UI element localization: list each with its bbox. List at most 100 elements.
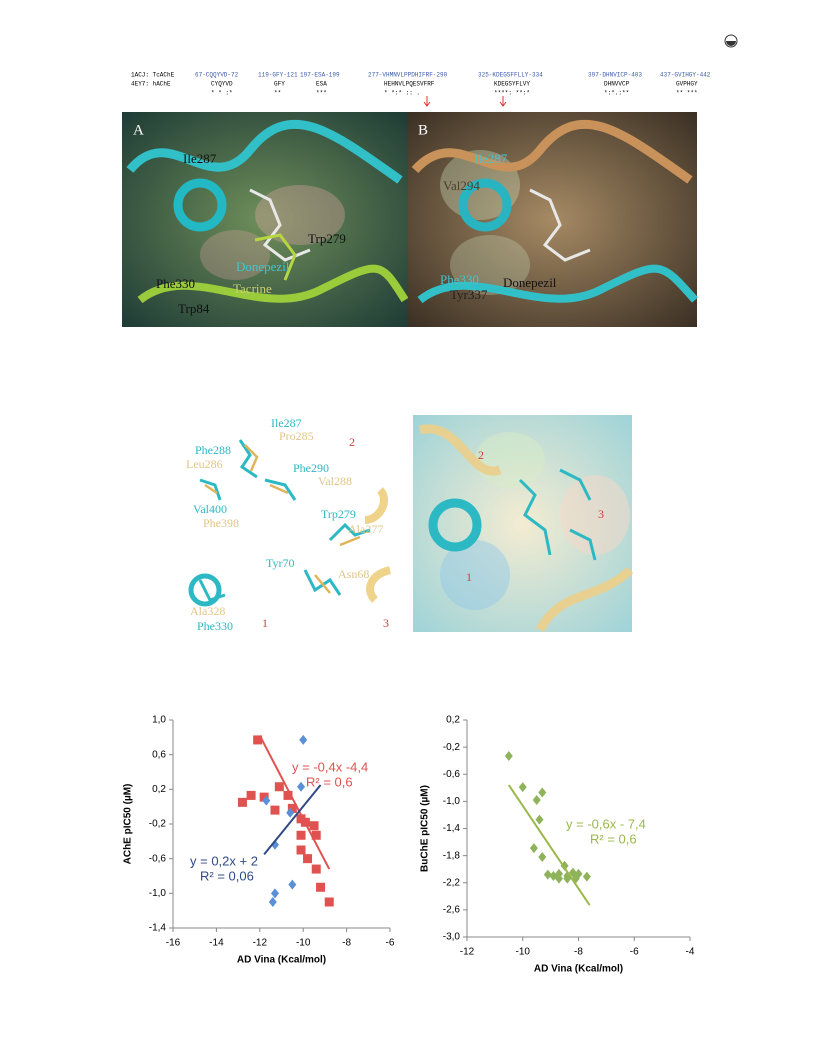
point — [259, 792, 269, 802]
y-tick-label: -3,0 — [443, 932, 461, 943]
point — [309, 821, 319, 831]
point — [529, 843, 538, 854]
y-tick-label: 0,6 — [152, 749, 166, 760]
panel-d: 2 3 1 — [413, 415, 634, 633]
point — [299, 734, 308, 745]
point — [274, 782, 284, 792]
arrow — [423, 96, 431, 107]
sequence-segment: GFY — [274, 81, 285, 88]
point — [518, 782, 527, 793]
residue-label: Ala277 — [348, 522, 383, 536]
point — [568, 867, 577, 878]
point — [303, 854, 313, 864]
point — [270, 888, 279, 899]
residue-label: Val400 — [193, 502, 227, 516]
residue-label: Tyr337 — [450, 287, 488, 302]
point — [316, 882, 326, 892]
point — [268, 897, 277, 907]
panel-b: B Ile287 Val294 Phe330 Tyr337 Donepezil — [408, 112, 699, 327]
point — [296, 845, 306, 855]
point — [538, 851, 547, 862]
y-tick-label: -1,0 — [443, 796, 461, 807]
residue-label: Phe290 — [293, 461, 329, 475]
conservation: *:*.:** — [604, 90, 629, 97]
point — [311, 830, 321, 840]
residue-label: Trp84 — [178, 301, 210, 316]
y-tick-label: -1,8 — [443, 850, 461, 861]
residue-label: Trp279 — [321, 507, 356, 521]
point — [554, 868, 563, 879]
y-tick-label: 0,2 — [446, 715, 460, 726]
conservation: *** — [316, 90, 327, 97]
annotation: y = 0,2x + 2 — [190, 853, 258, 868]
point — [574, 868, 583, 879]
panel-letter: B — [418, 122, 428, 138]
point — [283, 790, 293, 800]
conservation: ** *** — [676, 90, 698, 97]
x-tick-label: -12 — [460, 947, 475, 958]
ligand-label: Donepezil — [503, 275, 557, 290]
point — [535, 814, 544, 825]
y-tick-label: -0,2 — [149, 819, 167, 830]
x-tick-label: -10 — [296, 938, 311, 949]
arrow — [499, 96, 507, 107]
y-tick-label: -0,6 — [149, 853, 167, 864]
annotation: R² = 0,6 — [306, 774, 353, 789]
region-number: 2 — [349, 435, 355, 449]
point — [324, 897, 334, 907]
charts: 1,0 0,6 0,2 -0,2 -0,6 -1,0 -1,4 -16 -14 -12 -10 -8 -… — [123, 715, 695, 975]
x-tick-label: -16 — [166, 938, 181, 949]
y-tick-label: -1,0 — [149, 888, 167, 899]
y-tick-label: 1,0 — [152, 715, 166, 726]
sequence-segment: HEHNVLPQESVFRF — [384, 81, 435, 88]
residue-label: Ile287 — [183, 151, 217, 166]
point — [270, 805, 280, 815]
residue-label: Val294 — [443, 178, 480, 193]
residue-label: Phe288 — [195, 443, 231, 457]
ligand-label: Tacrine — [233, 281, 272, 296]
sequence-segment: 397-DHNVICP-403 — [588, 72, 642, 79]
x-tick-label: -12 — [253, 938, 268, 949]
point — [582, 871, 591, 882]
region-number: 3 — [383, 616, 389, 630]
sequence-segment: DHNVVCP — [604, 81, 630, 88]
x-axis-label: AD Vina (Kcal/mol) — [237, 955, 326, 966]
point — [288, 879, 297, 890]
annotation: y = -0,6x - 7,4 — [566, 816, 646, 831]
sequence-segment: KDEGSYFLVY — [494, 81, 530, 88]
point — [538, 787, 547, 798]
region-number: 3 — [598, 507, 604, 521]
point — [297, 781, 306, 792]
point — [246, 790, 256, 800]
y-axis-label: BuChE pIC50 (µM) — [420, 785, 431, 872]
conservation: * *:* :: . — [384, 90, 420, 97]
annotation: R² = 0,06 — [200, 868, 254, 883]
point — [286, 807, 295, 818]
y-tick-label: 0,2 — [152, 784, 166, 795]
y-tick-label: -2,6 — [443, 905, 461, 916]
sequence-segment: 325-KDEGSFFLLY-334 — [478, 72, 543, 79]
trend-line — [263, 784, 322, 855]
point — [504, 750, 513, 761]
sequence-segment: 67-CQQYVD-72 — [195, 72, 239, 79]
trend-line — [258, 735, 331, 870]
residue-label: Ala328 — [190, 604, 225, 618]
x-tick-label: -6 — [386, 938, 395, 949]
sequence-segment: CYQYVD — [211, 81, 233, 88]
sequence-alignment: 1ACJ: TcAChE 4EY7: hAChE 67-CQQYVD-72 CYQYV… — [131, 72, 711, 107]
conservation: * * :* — [211, 90, 233, 97]
sequence-segment: 437-GVIHGY-442 — [660, 72, 711, 79]
x-axis-label: AD Vina (Kcal/mol) — [534, 964, 623, 975]
sequence-segment: 119-GFY-121 — [258, 72, 298, 79]
residue-label: Phe330 — [440, 272, 479, 287]
y-tick-label: -0,6 — [443, 769, 461, 780]
conservation: ****: **:* — [494, 90, 530, 97]
conservation: ** — [274, 90, 281, 97]
y-tick-label: -1,4 — [443, 823, 461, 834]
residue-label: Trp279 — [308, 231, 346, 246]
panel-c: Ile287 Pro285 2 Phe288 Leu286 Phe290 Val… — [186, 416, 392, 633]
panel-a: A Ile287 Trp279 Donepezil Phe330 Tacrine… — [122, 112, 409, 327]
point — [237, 797, 247, 807]
point — [532, 795, 541, 806]
